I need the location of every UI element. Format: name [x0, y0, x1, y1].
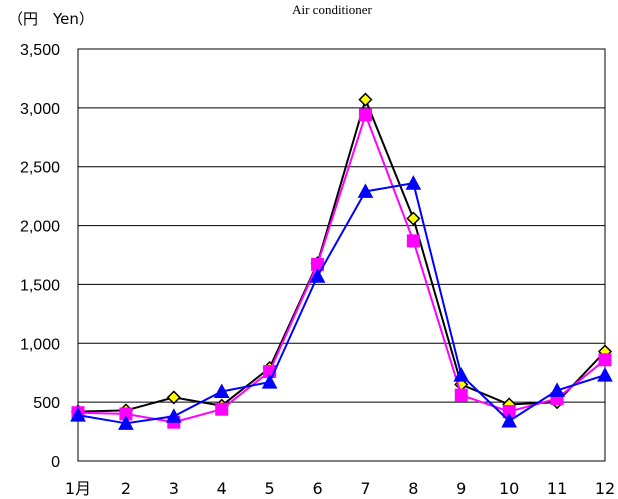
y-tick-label: 1,500 [20, 277, 60, 294]
y-axis-ticks: 0 500 1,000 1,500 2,000 2,500 3,000 3,500 [20, 42, 60, 471]
y-unit-label: （円 Yen） [8, 10, 94, 28]
gridlines [78, 107, 605, 403]
data-point [215, 402, 229, 416]
x-tick-label: 9 [456, 479, 466, 498]
y-tick-label: 3,500 [20, 42, 60, 59]
x-axis-ticks: 1月 2 3 4 5 6 7 8 9 10 11 12 [65, 479, 615, 498]
data-point [358, 108, 372, 122]
series-2 [71, 108, 612, 429]
series-line [77, 111, 606, 424]
plot-area [77, 48, 606, 462]
data-point [406, 211, 421, 226]
x-tick-label: 12 [595, 479, 615, 498]
chart-title: Air conditioner [292, 2, 372, 17]
data-point [597, 367, 613, 382]
x-tick-label: 3 [169, 479, 179, 498]
x-tick-label: 5 [265, 479, 275, 498]
series-3 [70, 175, 613, 430]
x-tick-label: 1月 [65, 479, 91, 498]
x-tick-label: 8 [408, 479, 418, 498]
x-tick-label: 4 [217, 479, 227, 498]
series-line [77, 182, 606, 425]
data-point [406, 234, 420, 248]
data-point [454, 388, 468, 402]
data-point [453, 367, 470, 382]
data-point [501, 412, 518, 428]
y-tick-label: 2,000 [20, 219, 60, 236]
data-point [261, 374, 278, 389]
x-tick-label: 2 [121, 479, 131, 498]
data-point [549, 382, 565, 397]
data-point [213, 383, 230, 399]
data-point [357, 183, 374, 198]
data-point [70, 407, 86, 422]
y-tick-label: 0 [51, 454, 60, 471]
y-tick-label: 3,000 [20, 101, 60, 118]
x-tick-label: 10 [499, 479, 519, 498]
y-tick-label: 500 [33, 395, 60, 412]
x-tick-label: 6 [312, 479, 322, 498]
data-point [166, 390, 181, 405]
series-line [77, 96, 606, 413]
y-tick-label: 1,000 [20, 336, 60, 353]
x-tick-label: 11 [547, 479, 567, 498]
data-point [165, 408, 182, 423]
data-point [309, 268, 326, 283]
data-point [598, 353, 612, 367]
y-tick-label: 2,500 [20, 160, 60, 177]
x-tick-label: 7 [360, 479, 370, 498]
series-group [70, 92, 613, 430]
data-point [405, 175, 422, 190]
data-point [358, 92, 373, 107]
series-1 [70, 92, 613, 419]
data-point [118, 415, 134, 430]
